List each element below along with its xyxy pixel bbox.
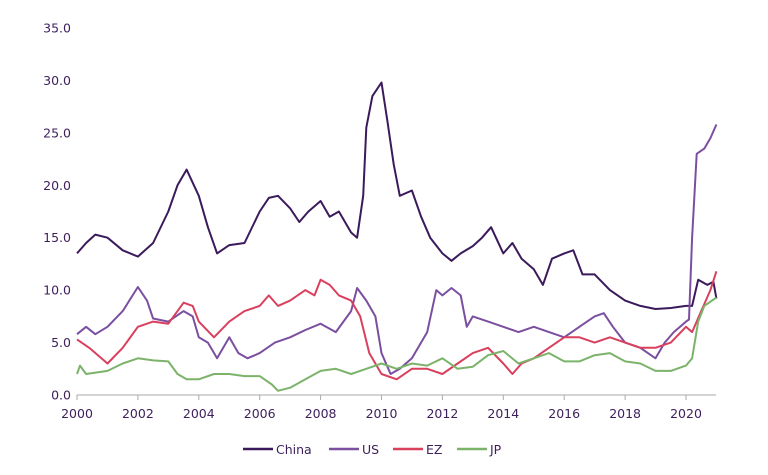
x-tick-label: 2012 (426, 406, 458, 421)
series-line-us (76, 124, 718, 375)
y-tick-label: 35.0 (43, 20, 71, 35)
legend-item-jp: JP (457, 442, 502, 457)
y-tick-label: 25.0 (43, 125, 71, 140)
series-line-jp (76, 296, 717, 392)
y-tick-label: 5.0 (51, 335, 71, 350)
legend-label: EZ (426, 442, 442, 457)
x-tick-label: 2000 (61, 406, 93, 421)
legend-label: China (276, 442, 312, 457)
x-tick-label: 2008 (305, 406, 337, 421)
y-tick-label: 0.0 (51, 388, 71, 403)
legend-item-china: China (243, 442, 312, 457)
x-tick-label: 2014 (487, 406, 519, 421)
x-tick-label: 2016 (548, 406, 580, 421)
x-tick-label: 2020 (670, 406, 702, 421)
legend-item-ez: EZ (393, 442, 442, 457)
x-tick-label: 2004 (183, 406, 215, 421)
series-line-china (76, 81, 718, 310)
series-line-ez (76, 270, 718, 381)
x-tick-label: 2006 (244, 406, 276, 421)
y-tick-label: 30.0 (43, 73, 71, 88)
x-tick-label: 2010 (366, 406, 398, 421)
y-tick-label: 15.0 (43, 230, 71, 245)
legend-label: US (362, 442, 379, 457)
y-tick-label: 10.0 (43, 283, 71, 298)
legend-item-us: US (329, 442, 379, 457)
x-tick-label: 2018 (609, 406, 641, 421)
legend-label: JP (489, 442, 502, 457)
x-tick-label: 2002 (122, 406, 154, 421)
y-tick-label: 20.0 (43, 178, 71, 193)
